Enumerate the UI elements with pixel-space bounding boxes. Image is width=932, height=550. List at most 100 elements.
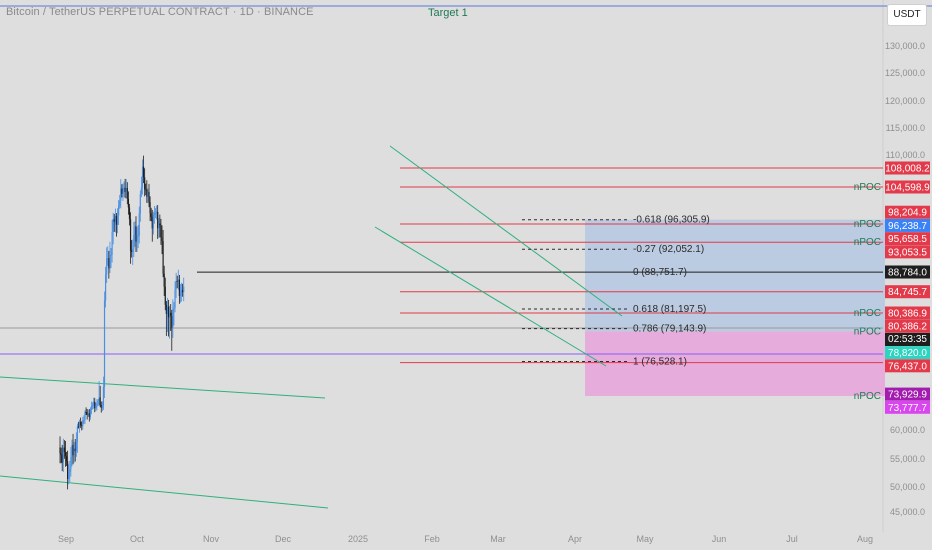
- candle-body: [125, 187, 127, 192]
- candle-body: [162, 240, 164, 274]
- candle-body: [172, 308, 174, 328]
- fib-level-label: 0.786 (79,143.9): [633, 324, 706, 335]
- fib-level-label: 0.618 (81,197.5): [633, 304, 706, 315]
- price-label-text: 95,658.5: [888, 234, 927, 245]
- price-label-text: 98,204.9: [888, 208, 927, 219]
- x-tick-label: Nov: [203, 534, 220, 544]
- candle-body: [153, 213, 156, 215]
- price-label-box: [885, 285, 930, 299]
- price-label-box: [885, 400, 930, 414]
- candle-body: [154, 212, 157, 214]
- candle-body: [88, 413, 90, 417]
- candle-body: [147, 191, 149, 197]
- candle-body: [120, 188, 122, 201]
- npoc-label: nPOC: [854, 182, 881, 193]
- npoc-label: nPOC: [854, 326, 881, 337]
- candle-body: [133, 234, 135, 249]
- candle-body: [82, 420, 84, 426]
- candle-body: [163, 273, 165, 287]
- candle-body: [99, 397, 101, 405]
- candle-body: [78, 421, 81, 427]
- candle-body: [110, 254, 112, 256]
- candle-body: [102, 386, 105, 406]
- candle-body: [83, 419, 85, 421]
- price-label-text: 88,784.0: [888, 268, 927, 279]
- candle-body: [127, 198, 129, 208]
- y-tick-label: 125,000.0: [885, 68, 925, 78]
- candle-body: [90, 406, 93, 410]
- fib-level-label: 1 (76,528.1): [633, 356, 687, 367]
- candle-body: [177, 279, 179, 282]
- candle-body: [175, 281, 177, 290]
- y-tick-label: 50,000.0: [890, 482, 925, 492]
- price-label-box: [885, 346, 930, 360]
- candle-body: [67, 461, 69, 480]
- candle-body: [182, 290, 184, 292]
- price-label-box: [885, 232, 930, 246]
- candle-body: [84, 412, 86, 420]
- candle-body: [171, 315, 173, 328]
- candle-body: [180, 290, 183, 293]
- candle-body: [167, 306, 170, 318]
- candle-body: [144, 177, 146, 190]
- candle-body: [118, 205, 120, 216]
- candle-body: [119, 200, 121, 206]
- candle-body: [106, 258, 108, 275]
- candle-body: [132, 248, 134, 252]
- candle-body: [151, 217, 153, 229]
- price-label-text: 84,745.7: [888, 287, 927, 298]
- price-label-box: [885, 319, 930, 333]
- candle-body: [137, 235, 139, 237]
- price-label-text: 73,929.9: [888, 390, 927, 401]
- y-tick-label: 115,000.0: [886, 123, 925, 133]
- candle-body: [81, 425, 83, 427]
- x-tick-label: Dec: [275, 534, 292, 544]
- price-label-text: 76,437.0: [888, 361, 927, 372]
- price-label-text: 78,820.0: [888, 348, 927, 359]
- candle-body: [136, 235, 138, 242]
- price-label-text: 96,238.7: [888, 221, 927, 232]
- candle-body: [161, 237, 163, 241]
- currency-button[interactable]: USDT: [887, 4, 927, 26]
- stop-zone: [585, 331, 885, 396]
- candle-body: [166, 306, 169, 314]
- candle-body: [62, 447, 64, 463]
- candle-body: [98, 397, 100, 402]
- candle-body: [87, 413, 89, 415]
- candle-body: [70, 457, 72, 470]
- price-label-box: [885, 205, 930, 219]
- candle-body: [111, 232, 113, 255]
- fib-level-label: -0.618 (96,305.9): [633, 215, 710, 226]
- price-label-text: 73,777.7: [888, 403, 927, 414]
- candles: [59, 155, 185, 490]
- candle-body: [71, 444, 73, 458]
- candle-body: [138, 213, 140, 236]
- candle-body: [60, 453, 62, 456]
- candle-body: [107, 258, 109, 260]
- price-label-box: [885, 180, 930, 194]
- candle-body: [145, 189, 147, 191]
- candle-body: [122, 191, 124, 194]
- price-label-text: 80,386.2: [888, 322, 927, 333]
- y-tick-label: 120,000.0: [885, 96, 925, 106]
- candle-body: [179, 292, 182, 297]
- candle-body: [94, 401, 96, 409]
- candle-body: [105, 274, 107, 301]
- candle-body: [169, 312, 171, 318]
- countdown-timer: 02:53:35: [885, 333, 930, 346]
- symbol-title: Bitcoin / TetherUS PERPETUAL CONTRACT · …: [6, 6, 314, 18]
- lower-channel-top: [0, 376, 326, 399]
- candle-body: [114, 215, 116, 222]
- y-tick-label: 60,000.0: [890, 425, 925, 435]
- x-tick-label: Feb: [424, 534, 440, 544]
- candle-body: [85, 412, 87, 414]
- candle-body: [86, 412, 88, 415]
- candle-body: [65, 456, 68, 462]
- candle-body: [150, 213, 152, 218]
- candle-body: [158, 223, 160, 229]
- x-tick-label: Mar: [490, 534, 506, 544]
- candle-body: [63, 447, 65, 452]
- candle-body: [152, 214, 154, 229]
